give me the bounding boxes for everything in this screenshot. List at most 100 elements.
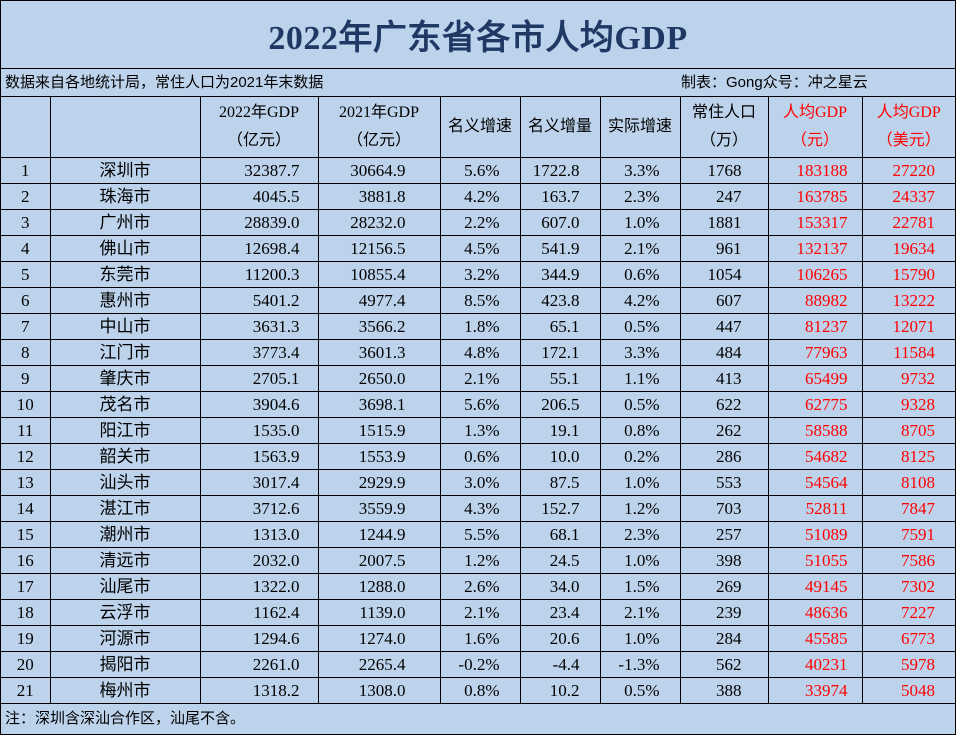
table-row: 15 潮州市 1313.0 1244.9 5.5% 68.1 2.3% 257 51089 759…	[1, 521, 955, 548]
cell-population: 388	[679, 677, 769, 704]
cell-city: 珠海市	[49, 183, 201, 210]
cell-population: 553	[679, 469, 769, 496]
cell-rank: 9	[1, 365, 51, 392]
cell-nominal-growth: 4.5%	[439, 235, 521, 262]
cell-nominal-increase: 1722.8	[519, 157, 601, 184]
cell-nominal-increase: 172.1	[519, 339, 601, 366]
header-gdp-2022-unit: （亿元）	[226, 132, 291, 149]
cell-gdp-2022: 4045.5	[199, 183, 319, 210]
cell-real-growth: 2.1%	[599, 235, 681, 262]
cell-nominal-increase: 65.1	[519, 313, 601, 340]
cell-city: 潮州市	[49, 521, 201, 548]
cell-population: 961	[679, 235, 769, 262]
cell-city: 梅州市	[49, 677, 201, 704]
cell-nominal-increase: 152.7	[519, 495, 601, 522]
cell-rank: 18	[1, 599, 51, 626]
cell-gdp-2022: 1563.9	[199, 443, 319, 470]
cell-gdp-per-capita-usd: 7847	[861, 495, 955, 522]
cell-gdp-per-capita-cny: 81237	[767, 313, 863, 340]
cell-population: 1768	[679, 157, 769, 184]
cell-real-growth: 2.1%	[599, 599, 681, 626]
cell-nominal-increase: 10.0	[519, 443, 601, 470]
cell-nominal-increase: 423.8	[519, 287, 601, 314]
cell-gdp-per-capita-usd: 22781	[861, 209, 955, 236]
cell-nominal-growth: 0.6%	[439, 443, 521, 470]
cell-real-growth: 1.0%	[599, 209, 681, 236]
cell-city: 东莞市	[49, 261, 201, 288]
cell-gdp-per-capita-cny: 88982	[767, 287, 863, 314]
cell-population: 239	[679, 599, 769, 626]
cell-real-growth: -1.3%	[599, 651, 681, 678]
cell-gdp-2021: 3698.1	[317, 391, 441, 418]
cell-city: 汕头市	[49, 469, 201, 496]
cell-gdp-per-capita-cny: 163785	[767, 183, 863, 210]
cell-nominal-growth: 1.3%	[439, 417, 521, 444]
header-gdp-2022: 2022年GDP （亿元）	[199, 97, 319, 158]
info-bar: 数据来自各地统计局，常住人口为2021年末数据 制表：Gong众号：冲之星云	[1, 69, 955, 97]
cell-gdp-2021: 12156.5	[317, 235, 441, 262]
cell-gdp-per-capita-cny: 77963	[767, 339, 863, 366]
cell-gdp-2021: 10855.4	[317, 261, 441, 288]
cell-rank: 12	[1, 443, 51, 470]
cell-nominal-increase: 24.5	[519, 547, 601, 574]
cell-gdp-2022: 2032.0	[199, 547, 319, 574]
cell-gdp-per-capita-cny: 52811	[767, 495, 863, 522]
table-row: 11 阳江市 1535.0 1515.9 1.3% 19.1 0.8% 262 58588 870…	[1, 417, 955, 444]
cell-gdp-per-capita-usd: 15790	[861, 261, 955, 288]
cell-rank: 17	[1, 573, 51, 600]
cell-rank: 19	[1, 625, 51, 652]
header-population-label: 常住人口	[691, 104, 756, 121]
cell-rank: 2	[1, 183, 51, 210]
cell-population: 413	[679, 365, 769, 392]
cell-gdp-2022: 3904.6	[199, 391, 319, 418]
cell-gdp-2021: 3559.9	[317, 495, 441, 522]
cell-gdp-per-capita-cny: 106265	[767, 261, 863, 288]
header-gdp-per-capita-usd-label: 人均GDP	[876, 104, 941, 121]
header-nominal-growth: 名义增速	[439, 97, 521, 158]
table-row: 12 韶关市 1563.9 1553.9 0.6% 10.0 0.2% 286 54682 812…	[1, 443, 955, 470]
cell-gdp-2021: 3601.3	[317, 339, 441, 366]
cell-population: 247	[679, 183, 769, 210]
header-gdp-2021: 2021年GDP （亿元）	[317, 97, 441, 158]
cell-gdp-2021: 3881.8	[317, 183, 441, 210]
cell-real-growth: 1.0%	[599, 469, 681, 496]
cell-gdp-per-capita-cny: 40231	[767, 651, 863, 678]
cell-real-growth: 3.3%	[599, 339, 681, 366]
cell-nominal-growth: 5.5%	[439, 521, 521, 548]
table-row: 6 惠州市 5401.2 4977.4 8.5% 423.8 4.2% 607 88982 132…	[1, 287, 955, 314]
cell-gdp-per-capita-usd: 8705	[861, 417, 955, 444]
cell-gdp-2021: 28232.0	[317, 209, 441, 236]
cell-rank: 1	[1, 157, 51, 184]
cell-gdp-2021: 1139.0	[317, 599, 441, 626]
cell-real-growth: 0.5%	[599, 313, 681, 340]
cell-gdp-2021: 1553.9	[317, 443, 441, 470]
cell-gdp-2021: 1308.0	[317, 677, 441, 704]
cell-gdp-per-capita-usd: 12071	[861, 313, 955, 340]
cell-real-growth: 0.2%	[599, 443, 681, 470]
cell-rank: 8	[1, 339, 51, 366]
cell-nominal-growth: 8.5%	[439, 287, 521, 314]
table-row: 18 云浮市 1162.4 1139.0 2.1% 23.4 2.1% 239 48636 722…	[1, 599, 955, 626]
cell-city: 江门市	[49, 339, 201, 366]
cell-real-growth: 1.1%	[599, 365, 681, 392]
cell-real-growth: 1.0%	[599, 625, 681, 652]
cell-gdp-per-capita-cny: 132137	[767, 235, 863, 262]
header-population-unit: （万）	[699, 132, 748, 149]
header-real-growth: 实际增速	[599, 97, 681, 158]
header-city	[49, 97, 201, 158]
cell-nominal-increase: 87.5	[519, 469, 601, 496]
cell-city: 佛山市	[49, 235, 201, 262]
cell-gdp-per-capita-cny: 45585	[767, 625, 863, 652]
header-row: 2022年GDP （亿元） 2021年GDP （亿元） 名义增速 名义增量 实际增速 常住人口…	[1, 97, 955, 158]
cell-gdp-2022: 12698.4	[199, 235, 319, 262]
table-row: 19 河源市 1294.6 1274.0 1.6% 20.6 1.0% 284 45585 677…	[1, 625, 955, 652]
cell-nominal-growth: 1.8%	[439, 313, 521, 340]
header-gdp-per-capita-cny-label: 人均GDP	[782, 104, 847, 121]
cell-city: 河源市	[49, 625, 201, 652]
cell-real-growth: 2.3%	[599, 183, 681, 210]
cell-nominal-increase: 19.1	[519, 417, 601, 444]
cell-population: 1054	[679, 261, 769, 288]
cell-city: 清远市	[49, 547, 201, 574]
cell-gdp-per-capita-usd: 9732	[861, 365, 955, 392]
cell-city: 肇庆市	[49, 365, 201, 392]
